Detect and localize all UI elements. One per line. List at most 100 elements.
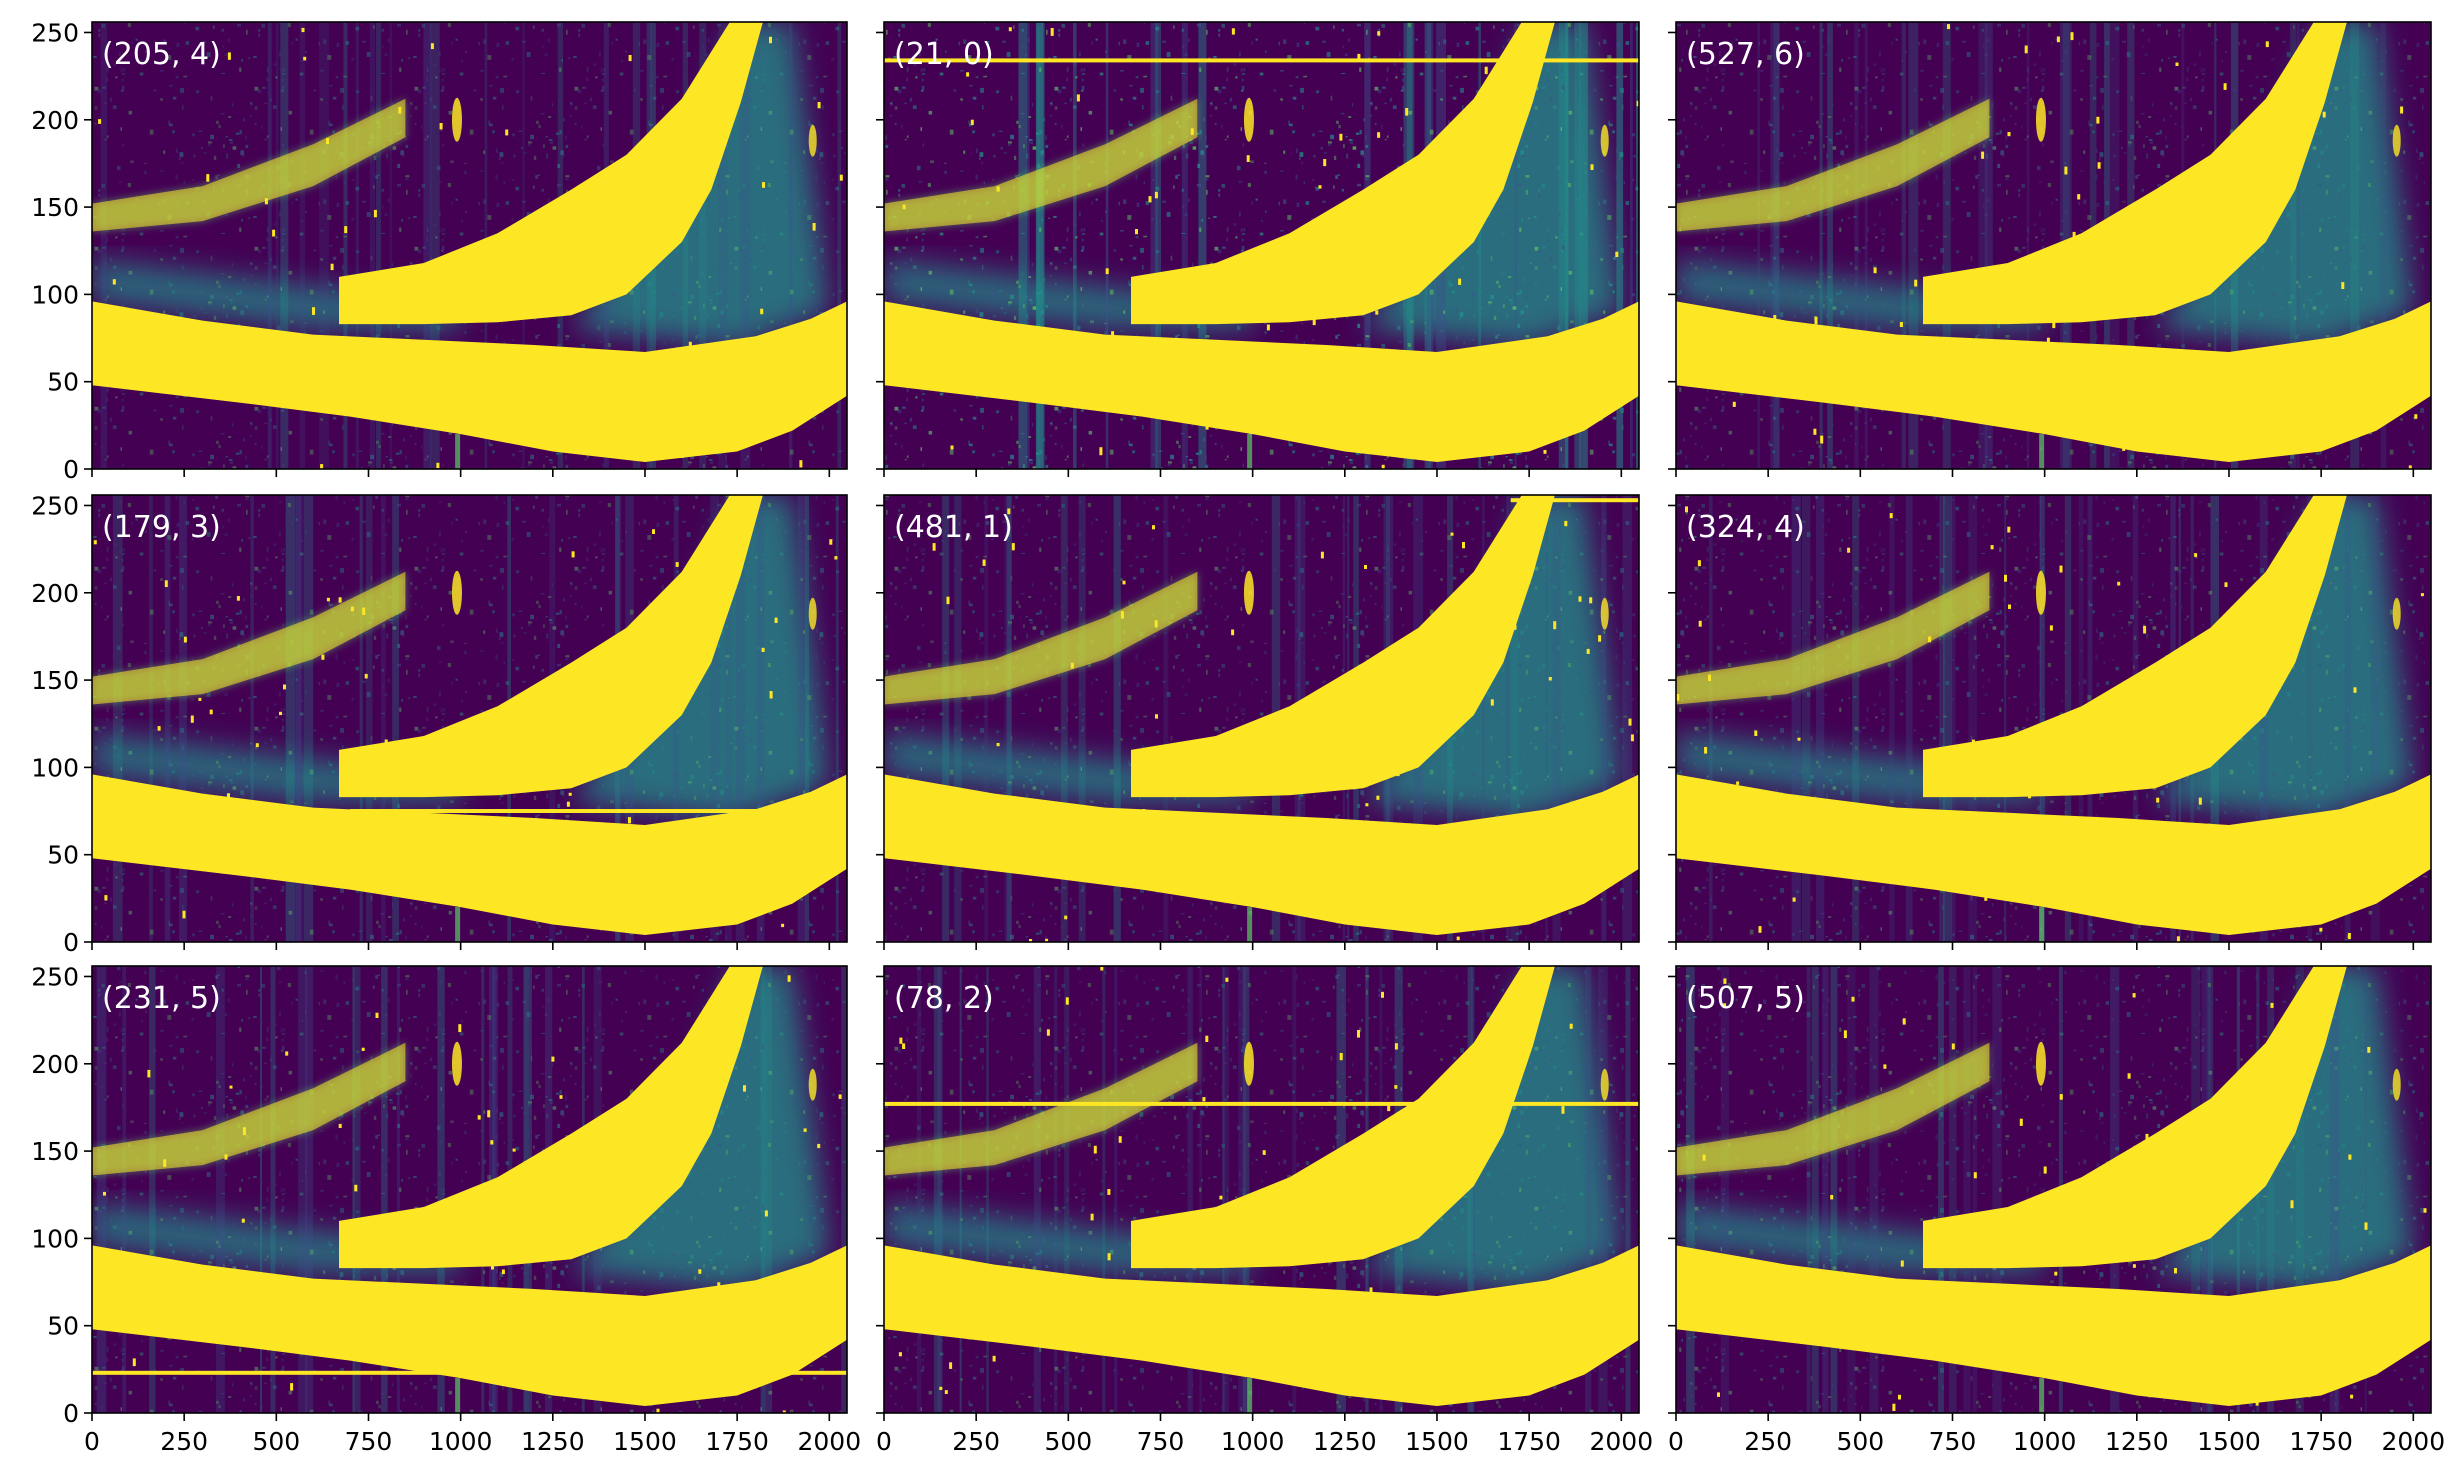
hot-pixel bbox=[761, 647, 765, 652]
x-tick-label: 500 bbox=[1044, 1427, 1092, 1456]
hot-pixel bbox=[717, 1282, 721, 1287]
hot-pixel bbox=[1320, 551, 1324, 559]
x-tick-label: 1500 bbox=[613, 1427, 677, 1456]
hot-pixel bbox=[1723, 978, 1727, 984]
hot-pixel bbox=[206, 174, 210, 182]
hot-pixel bbox=[1586, 648, 1590, 654]
hot-pixel bbox=[473, 1309, 477, 1318]
hot-pixel bbox=[1947, 24, 1950, 30]
hot-pixel bbox=[1813, 428, 1817, 435]
panel-4: 0 50 100 150 200 250 (179, 3) bbox=[31, 491, 848, 957]
hot-pixel bbox=[1008, 27, 1012, 32]
panel-5: (481, 1) bbox=[876, 494, 1640, 950]
hot-pixel bbox=[2182, 1194, 2185, 1199]
x-tick-label: 750 bbox=[1929, 1427, 1977, 1456]
hot-pixel bbox=[384, 739, 388, 745]
hot-pixel bbox=[2287, 165, 2291, 173]
hot-pixel bbox=[817, 102, 821, 109]
hot-pixel bbox=[182, 910, 186, 919]
hot-pixel bbox=[902, 204, 906, 210]
hot-pixel bbox=[1984, 893, 1988, 901]
hot-pixel bbox=[2145, 1133, 2149, 1142]
hot-pixel bbox=[764, 1210, 768, 1217]
x-tick-label: 1250 bbox=[521, 1427, 585, 1456]
hot-pixel bbox=[2049, 625, 2053, 631]
hot-pixel bbox=[2426, 361, 2430, 368]
hot-pixel bbox=[1142, 809, 1146, 814]
hot-pixel bbox=[939, 1386, 943, 1390]
hot-pixel bbox=[338, 1123, 342, 1128]
hot-pixel bbox=[1883, 1064, 1887, 1069]
hot-pixel bbox=[519, 731, 523, 738]
hot-pixel bbox=[2007, 526, 2011, 533]
hot-pixel bbox=[1190, 128, 1194, 135]
x-tick-label: 500 bbox=[1836, 1427, 1884, 1456]
hot-pixel bbox=[992, 1355, 996, 1362]
hot-pixel bbox=[568, 792, 572, 796]
hot-pixel bbox=[1090, 1213, 1094, 1221]
hot-pixel bbox=[696, 631, 700, 640]
hot-pixel bbox=[706, 581, 710, 590]
hot-pixel bbox=[2132, 993, 2136, 998]
hot-pixel bbox=[2007, 132, 2011, 137]
hot-pixel bbox=[2319, 927, 2323, 932]
hot-pixel bbox=[1105, 268, 1109, 275]
hot-pixel bbox=[1375, 310, 1379, 315]
axes-frame bbox=[1675, 494, 2432, 943]
hot-pixel bbox=[1056, 1337, 1060, 1345]
hot-pixel bbox=[2270, 1002, 2274, 1008]
hot-pixel bbox=[2117, 581, 2121, 586]
hot-pixel bbox=[1814, 316, 1818, 325]
hot-pixel bbox=[2019, 1118, 2023, 1126]
hot-pixel bbox=[1564, 520, 1568, 527]
hot-pixel bbox=[1488, 1352, 1492, 1356]
hot-pixel bbox=[944, 1390, 948, 1394]
hot-pixel bbox=[2364, 1222, 2368, 1230]
hot-pixel bbox=[1343, 1152, 1347, 1156]
hot-pixel bbox=[1205, 425, 1209, 430]
axes-frame bbox=[1675, 965, 2432, 1414]
x-tick-label: 1250 bbox=[1313, 1427, 1377, 1456]
hot-pixel bbox=[132, 1358, 136, 1367]
hot-pixel bbox=[612, 1121, 616, 1130]
hot-pixel bbox=[326, 597, 330, 602]
heatmap-image bbox=[1676, 966, 2431, 1413]
hot-pixel bbox=[93, 540, 97, 545]
hot-pixel bbox=[1107, 1189, 1111, 1195]
y-tick-label: 0 bbox=[63, 928, 79, 957]
hot-pixel bbox=[781, 923, 785, 928]
hot-pixel bbox=[1093, 1145, 1097, 1154]
hot-pixel bbox=[1460, 601, 1464, 606]
bright-band-lower bbox=[92, 301, 847, 462]
hot-pixel bbox=[1064, 915, 1068, 920]
hot-pixel bbox=[2277, 682, 2281, 689]
panel-label: (481, 1) bbox=[894, 510, 1013, 545]
hot-pixel bbox=[2179, 1156, 2183, 1163]
hot-pixel bbox=[347, 316, 350, 321]
faint-band bbox=[884, 1042, 1198, 1176]
hot-pixel bbox=[2054, 1271, 2058, 1276]
bright-spot bbox=[808, 1068, 817, 1101]
hot-pixel bbox=[1154, 620, 1158, 628]
hot-pixel bbox=[2304, 1033, 2308, 1040]
hot-pixel bbox=[1928, 636, 1932, 643]
bright-band-lower bbox=[92, 774, 847, 935]
hot-pixel bbox=[1364, 565, 1367, 569]
y-tick-label: 0 bbox=[63, 1399, 79, 1428]
hot-pixel bbox=[799, 460, 803, 468]
y-tick-label: 250 bbox=[31, 18, 79, 47]
bright-band-upper bbox=[1923, 22, 2347, 325]
horizontal-streak bbox=[350, 809, 763, 813]
hot-pixel bbox=[566, 801, 570, 807]
hot-pixel bbox=[1698, 620, 1702, 627]
faint-band bbox=[884, 98, 1198, 232]
hot-pixel bbox=[2175, 62, 2179, 66]
axes-frame bbox=[883, 494, 1640, 943]
bright-spot bbox=[451, 1041, 462, 1086]
x-tick-label: 1500 bbox=[2197, 1427, 2261, 1456]
hot-pixel bbox=[229, 1085, 233, 1089]
hot-pixel bbox=[2129, 357, 2132, 364]
horizontal-streak bbox=[884, 58, 1639, 63]
hot-pixel bbox=[782, 1410, 786, 1413]
hot-pixel bbox=[812, 223, 816, 231]
